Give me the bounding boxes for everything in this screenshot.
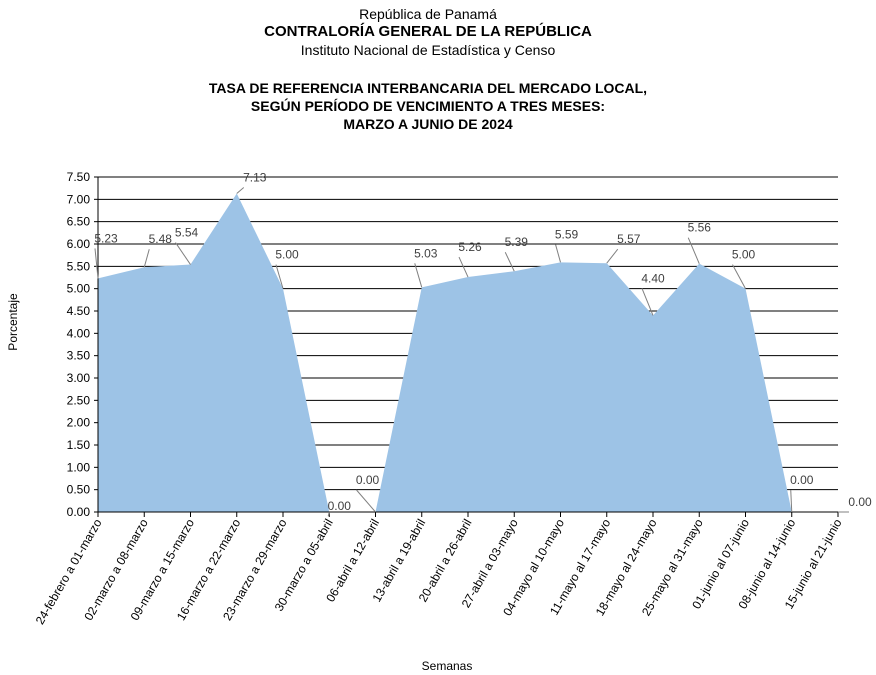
data-label: 5.57 <box>617 232 641 246</box>
data-label: 5.54 <box>175 226 199 240</box>
y-tick-label: 0.00 <box>67 505 91 519</box>
data-label: 5.00 <box>732 248 756 262</box>
data-label-leader <box>687 237 700 264</box>
data-label-leader <box>790 489 793 513</box>
data-label: 5.26 <box>458 240 482 254</box>
y-tick-label: 3.00 <box>67 371 91 385</box>
data-label: 5.03 <box>414 246 438 260</box>
data-label: 0.00 <box>328 499 352 513</box>
data-label: 0.00 <box>848 495 872 509</box>
data-label-leader <box>606 248 619 264</box>
y-tick-label: 4.50 <box>67 304 91 318</box>
y-tick-labels: 0.00 0.50 1.00 1.50 2.00 2.50 3.00 3.50 4.00 4.50… <box>67 170 91 519</box>
area-fill <box>98 193 838 512</box>
y-tick-label: 0.50 <box>67 483 91 497</box>
data-label: 7.13 <box>243 171 267 185</box>
y-tick-label: 7.50 <box>67 170 91 184</box>
area-series <box>98 193 838 512</box>
data-label: 0.00 <box>356 473 380 487</box>
y-axis-label: Porcentaje <box>6 293 20 351</box>
data-label: 5.56 <box>688 221 712 235</box>
data-label: 5.48 <box>149 232 173 246</box>
y-tick-label: 4.00 <box>67 326 91 340</box>
data-label-leader <box>275 264 284 289</box>
data-label-leader <box>356 489 376 513</box>
data-label: 5.59 <box>555 227 579 241</box>
data-label: 4.40 <box>641 271 665 285</box>
y-tick-label: 2.50 <box>67 393 91 407</box>
data-label-leader <box>143 249 150 268</box>
data-label-leader <box>414 263 423 288</box>
chart-title-line-2: SEGÚN PERÍODO DE VENCIMIENTO A TRES MESE… <box>250 98 606 114</box>
axes <box>94 176 839 517</box>
y-tick-label: 5.00 <box>67 282 91 296</box>
chart-title-line-1: TASA DE REFERENCIA INTERBANCARIA DEL MER… <box>208 80 648 96</box>
data-label: 5.00 <box>275 248 299 262</box>
data-label-leader <box>236 187 245 194</box>
y-tick-label: 6.00 <box>67 237 91 251</box>
y-tick-label: 1.50 <box>67 438 91 452</box>
data-label-leader <box>555 244 561 263</box>
data-label-leader <box>458 256 469 278</box>
chart-title-line-3: MARZO A JUNIO DE 2024 <box>343 116 513 132</box>
data-label-leader <box>327 511 330 517</box>
data-label: 0.00 <box>790 473 814 487</box>
y-tick-label: 3.50 <box>67 349 91 363</box>
y-tick-label: 2.00 <box>67 416 91 430</box>
data-label-leader <box>504 252 515 272</box>
data-labels: 5.23 5.48 5.54 7.13 5.00 0.00 0.00 5.03 5.26 5.39… <box>94 171 872 517</box>
header-institute: Instituto Nacional de Estadística y Cens… <box>300 42 556 58</box>
y-tick-label: 6.50 <box>67 215 91 229</box>
header-country: República de Panamá <box>359 6 497 22</box>
header-institution: CONTRALORÍA GENERAL DE LA REPÚBLICA <box>264 23 592 40</box>
data-label: 5.23 <box>94 231 118 245</box>
x-axis-label: Semanas <box>422 659 473 673</box>
y-tick-label: 5.50 <box>67 259 91 273</box>
y-tick-label: 7.00 <box>67 192 91 206</box>
data-label-leader <box>175 242 191 265</box>
data-label-leader <box>94 248 99 279</box>
y-tick-label: 1.00 <box>67 460 91 474</box>
data-label-leader <box>732 264 746 289</box>
data-label-leader <box>641 288 654 316</box>
data-label: 5.39 <box>505 235 529 249</box>
